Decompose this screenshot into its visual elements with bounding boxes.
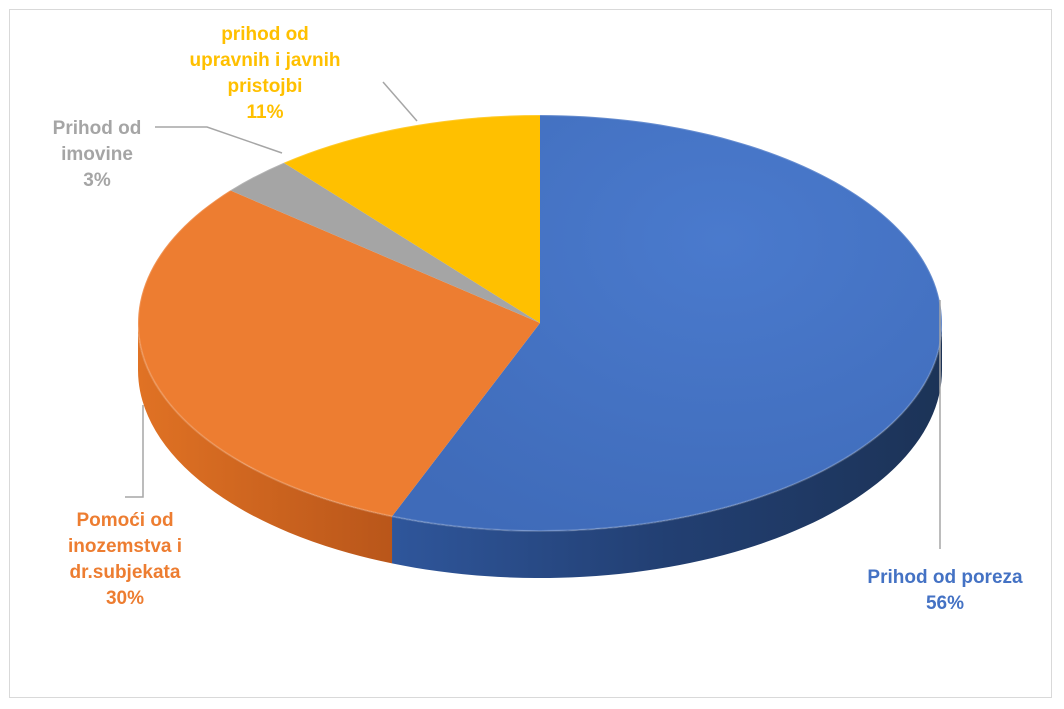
data-label-name: Pomoći od	[76, 510, 173, 531]
leader-line-pomoci-od-inozemstva-i-dr-subjekata	[125, 405, 143, 497]
data-label-prihod-od-upravnih-i-javnih-pristojbi: prihod od upravnih i javnih pristojbi 11%	[190, 24, 341, 123]
data-label-pomoci-od-inozemstva-i-dr-subjekata: Pomoći od inozemstva i dr.subjekata 30%	[68, 510, 182, 609]
data-label-percent: 30%	[106, 588, 144, 609]
data-label-name: upravnih i javnih	[190, 50, 341, 71]
data-label-name: imovine	[61, 144, 133, 165]
data-label-percent: 11%	[247, 102, 284, 123]
data-label-name: Prihod od	[53, 118, 142, 139]
data-label-prihod-od-imovine: Prihod od imovine 3%	[53, 118, 142, 191]
data-label-name: pristojbi	[228, 76, 303, 97]
leader-line-prihod-od-imovine	[155, 127, 282, 153]
data-label-prihod-od-poreza: Prihod od poreza 56%	[867, 567, 1023, 614]
data-label-name: inozemstva i	[68, 536, 182, 557]
pie-top	[138, 115, 942, 531]
data-label-name: prihod od	[221, 24, 309, 45]
data-label-name: dr.subjekata	[70, 562, 181, 583]
data-label-name: Prihod od poreza	[867, 567, 1023, 588]
leader-line-prihod-od-upravnih-i-javnih-pristojbi	[383, 82, 417, 121]
data-label-percent: 56%	[926, 593, 964, 614]
data-label-percent: 3%	[83, 170, 111, 191]
